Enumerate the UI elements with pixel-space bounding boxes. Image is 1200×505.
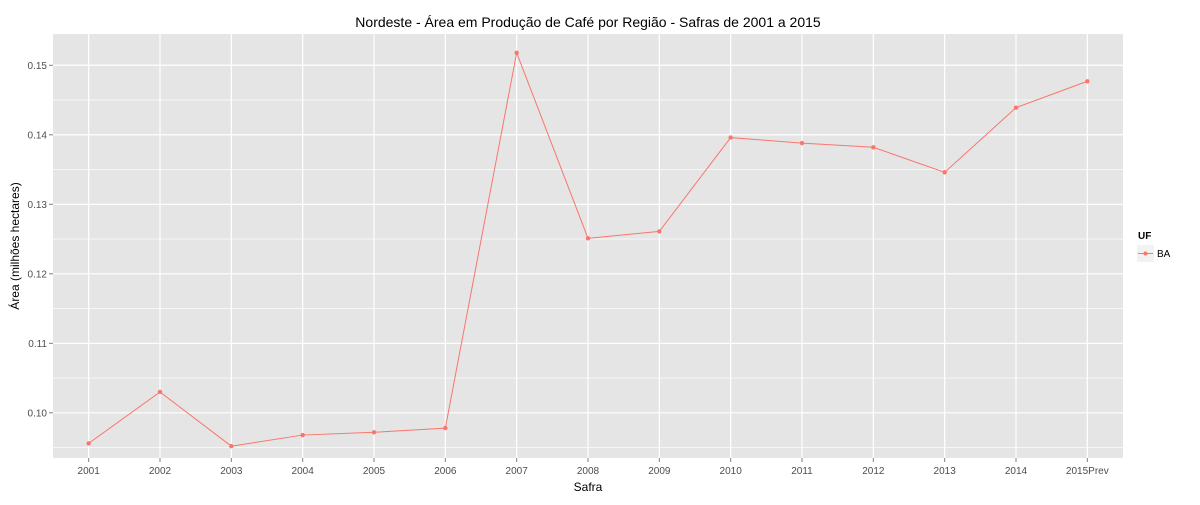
x-tick-label: 2013 — [934, 466, 957, 477]
x-tick-label: 2014 — [1005, 466, 1028, 477]
x-tick-label: 2004 — [292, 466, 315, 477]
data-point — [86, 441, 91, 446]
data-point — [1013, 105, 1019, 110]
legend-title: UF — [1138, 231, 1151, 242]
data-point — [585, 236, 591, 241]
y-axis-tick-labels: 0.10 0.11 0.12 0.13 0.14 0.15 — [28, 61, 48, 420]
x-tick-label: 2015Prev — [1066, 466, 1109, 477]
y-tick-label: 0.15 — [28, 61, 48, 72]
data-point — [871, 145, 876, 150]
x-tick-label: 2006 — [434, 466, 457, 477]
legend-label-ba: BA — [1157, 249, 1171, 260]
x-tick-label: 2002 — [149, 466, 172, 477]
data-point — [1085, 79, 1090, 84]
x-tick-label: 2003 — [220, 466, 243, 477]
data-point — [728, 135, 733, 140]
data-point — [657, 229, 662, 234]
chart-title: Nordeste - Área em Produção de Café por … — [355, 14, 821, 30]
data-point — [942, 170, 947, 175]
y-tick-label: 0.14 — [28, 130, 48, 141]
y-tick-label: 0.12 — [28, 269, 48, 280]
y-tick-label: 0.13 — [28, 200, 48, 211]
x-tick-label: 2009 — [648, 466, 671, 477]
x-tick-label: 2007 — [506, 466, 529, 477]
x-tick-label: 2010 — [720, 466, 743, 477]
data-point — [229, 443, 234, 449]
data-point — [443, 425, 448, 431]
series-layer — [86, 50, 1090, 449]
data-point — [514, 50, 519, 55]
axis-ticks — [49, 64, 1088, 462]
x-axis-tick-labels: 2001 2002 2003 2004 2005 2006 2007 2008 2009 2010… — [78, 466, 1109, 477]
data-point — [157, 389, 163, 395]
y-axis-title: Área (milhões hectares) — [7, 182, 22, 309]
legend-key-point — [1143, 251, 1148, 256]
x-tick-label: 2008 — [577, 466, 600, 477]
major-gridlines — [53, 34, 1123, 458]
x-tick-label: 2005 — [363, 466, 386, 477]
x-axis-title: Safra — [574, 480, 603, 494]
data-point — [300, 432, 305, 438]
x-tick-label: 2012 — [862, 466, 885, 477]
y-tick-label: 0.10 — [28, 408, 48, 419]
y-tick-label: 0.11 — [28, 339, 47, 350]
legend: UF BA — [1137, 231, 1171, 262]
x-tick-label: 2001 — [78, 466, 101, 477]
data-point — [799, 140, 805, 146]
data-point — [371, 430, 377, 435]
x-tick-label: 2011 — [791, 466, 813, 477]
